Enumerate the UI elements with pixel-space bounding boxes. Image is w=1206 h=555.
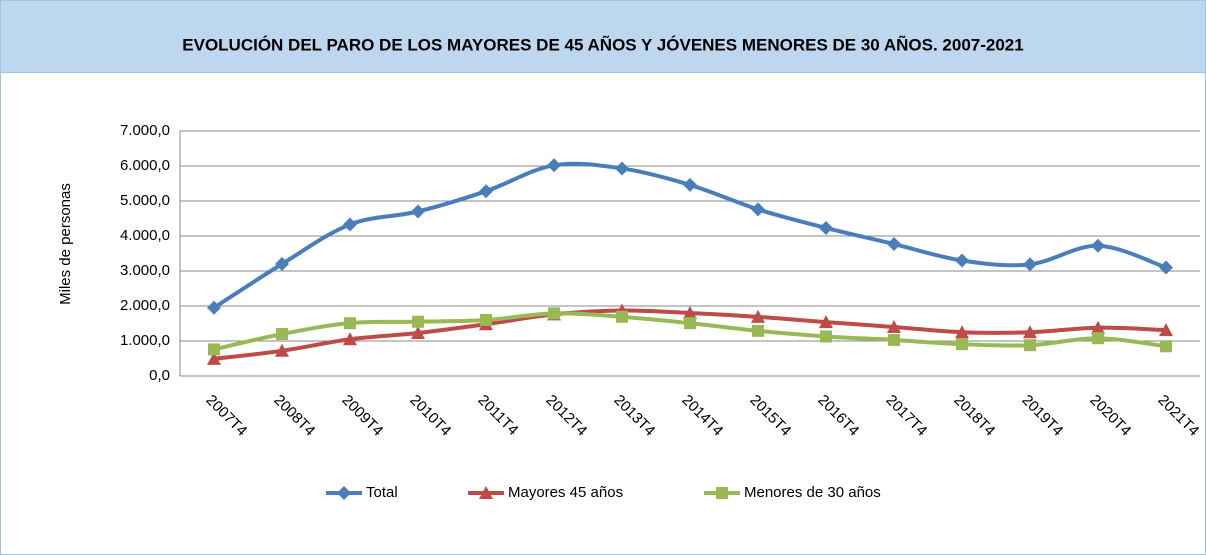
point — [207, 351, 221, 365]
point — [887, 237, 901, 252]
point — [1023, 325, 1037, 339]
point — [1160, 340, 1172, 353]
point — [480, 314, 492, 326]
point — [1024, 339, 1036, 352]
legend-label: Total — [366, 484, 398, 501]
y-tick-label: 7.000,0 — [120, 122, 170, 139]
series — [208, 307, 1172, 356]
y-tick-label: 5.000,0 — [120, 192, 170, 209]
point — [344, 317, 356, 330]
point — [208, 343, 220, 356]
point — [888, 333, 900, 346]
point — [751, 309, 765, 323]
title-banner — [0, 0, 1206, 73]
legend-label: Mayores 45 años — [508, 484, 623, 501]
point — [207, 300, 221, 315]
chart-title: EVOLUCIÓN DEL PARO DE LOS MAYORES DE 45 … — [182, 34, 1023, 54]
point — [752, 324, 764, 337]
point — [479, 184, 493, 199]
point — [1159, 260, 1173, 275]
series — [207, 158, 1173, 315]
point — [684, 317, 696, 330]
y-axis-label: Miles de personas — [57, 183, 74, 305]
point — [1091, 238, 1105, 253]
y-tick-label: 0,0 — [149, 367, 170, 384]
point — [343, 217, 357, 232]
point — [411, 204, 425, 219]
point — [1092, 332, 1104, 345]
point — [1023, 257, 1037, 272]
legend-marker — [716, 487, 728, 499]
point — [683, 306, 697, 319]
point — [751, 202, 765, 217]
point — [955, 253, 969, 268]
point — [1091, 320, 1105, 334]
point — [412, 315, 424, 328]
point — [887, 320, 901, 333]
point — [275, 343, 289, 357]
legend-marker — [479, 486, 493, 499]
y-tick-label: 1.000,0 — [120, 332, 170, 349]
point — [411, 325, 425, 339]
point — [820, 330, 832, 343]
point — [819, 315, 833, 329]
point — [956, 338, 968, 351]
legend-marker — [337, 486, 351, 500]
y-tick-label: 4.000,0 — [120, 227, 170, 244]
point — [819, 220, 833, 235]
point — [955, 325, 969, 339]
y-tick-label: 6.000,0 — [120, 157, 170, 174]
point — [276, 328, 288, 340]
point — [275, 257, 289, 271]
point — [616, 310, 628, 323]
y-tick-label: 2.000,0 — [120, 297, 170, 314]
point — [1159, 323, 1173, 337]
point — [547, 158, 561, 173]
y-tick-label: 3.000,0 — [120, 262, 170, 279]
legend-label: Menores de 30 años — [744, 484, 881, 501]
point — [548, 307, 560, 320]
point — [615, 161, 629, 176]
point — [343, 332, 357, 346]
point — [683, 177, 697, 192]
